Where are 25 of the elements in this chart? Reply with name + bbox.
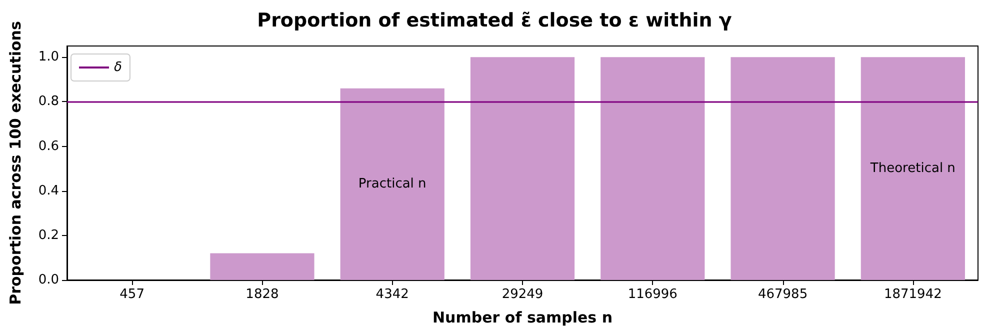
- y-tick-label: 0.6: [38, 138, 59, 154]
- y-tick-label: 0.8: [38, 94, 59, 110]
- x-tick-label: 29249: [502, 287, 544, 302]
- y-tick-label: 1.0: [38, 50, 59, 65]
- x-tick-label: 4342: [376, 287, 409, 302]
- x-tick-label: 467985: [758, 287, 808, 302]
- bar: [860, 57, 965, 280]
- y-tick-label: 0.0: [38, 272, 59, 288]
- x-tick-label: 116996: [628, 287, 678, 302]
- bar: [470, 57, 575, 280]
- y-axis-title: Proportion across 100 executions: [6, 21, 24, 305]
- x-axis-title: Number of samples n: [432, 308, 613, 326]
- legend-label: δ: [114, 60, 122, 75]
- annotation: Practical n: [358, 176, 426, 192]
- y-tick-label: 0.2: [38, 228, 59, 243]
- annotation: Theoretical n: [869, 161, 956, 176]
- bar: [340, 88, 444, 280]
- bar: [600, 57, 705, 280]
- x-tick-label: 457: [120, 287, 144, 302]
- bar: [210, 253, 314, 280]
- bar: [730, 57, 835, 280]
- x-tick-label: 1871942: [884, 287, 942, 302]
- chart-title: Proportion of estimated ε̃ close to ε within γ: [257, 10, 732, 32]
- x-tick-label: 1828: [246, 287, 279, 302]
- y-tick-label: 0.4: [38, 183, 59, 198]
